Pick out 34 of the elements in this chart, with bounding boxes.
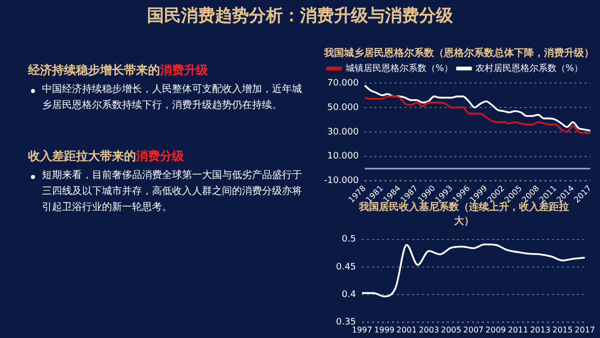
- x-tick-label: 2001: [396, 325, 417, 334]
- line-series: [364, 84, 592, 132]
- chart-title: 我国居民收入基尼系数（连续上升，收入差距拉大）: [359, 202, 569, 227]
- chart-title: 我国城乡居民恩格尔系数（恩格尔系数总体下降，消费升级）: [322, 46, 595, 60]
- text: 收入差距拉大带来的: [28, 149, 136, 163]
- text: 经济持续稳步增长带来的: [28, 63, 160, 77]
- x-tick-label: 2009: [486, 325, 506, 334]
- legend-label: 农村居民恩格尔系数（%）: [476, 62, 584, 74]
- x-tick-label: 2017: [574, 325, 595, 334]
- y-tick-label: 30.000: [327, 127, 360, 138]
- y-tick-label: 0.45: [336, 262, 356, 272]
- y-tick-label: 0.5: [342, 234, 356, 245]
- text: 消费分级: [136, 149, 184, 163]
- x-tick-label: 2005: [440, 325, 462, 334]
- y-tick-label: 50.000: [327, 102, 360, 113]
- y-tick-label: -10.000: [324, 176, 359, 186]
- y-tick-label: 0.35: [336, 318, 356, 328]
- legend-label: 城镇居民恩格尔系数（%）: [344, 62, 454, 74]
- x-tick-label: 2007: [463, 325, 484, 334]
- x-tick-label: 1997: [352, 325, 372, 334]
- text: 短期来看，目前奢侈品消费全球第一大国与低劣产品盛行于三四线及以下城市并存，高低收入人群之间的消费分级亦将引起卫浴行业的新一轮思考。: [41, 168, 303, 215]
- line-series: [364, 96, 592, 134]
- x-tick-label: 1999: [374, 325, 394, 334]
- text: 消费升级: [160, 63, 208, 77]
- y-tick-label: 0.4: [342, 290, 356, 300]
- x-tick-label: 2015: [552, 325, 573, 334]
- x-tick-label: 2003: [418, 325, 440, 334]
- y-tick-label: 10.000: [327, 152, 360, 162]
- y-tick-label: 70.000: [327, 78, 360, 88]
- line-series: [361, 243, 586, 298]
- x-tick-label: 2013: [530, 325, 550, 334]
- x-tick-label: 2011: [508, 325, 528, 334]
- text: 国民消费趋势分析：消费升级与消费分级: [146, 5, 454, 27]
- text: 中国经济持续稳步增长，人民整体可支配收入增加，近年城乡居民恩格尔系数持续下行，消费升级趋势仍在持续。: [41, 82, 303, 113]
